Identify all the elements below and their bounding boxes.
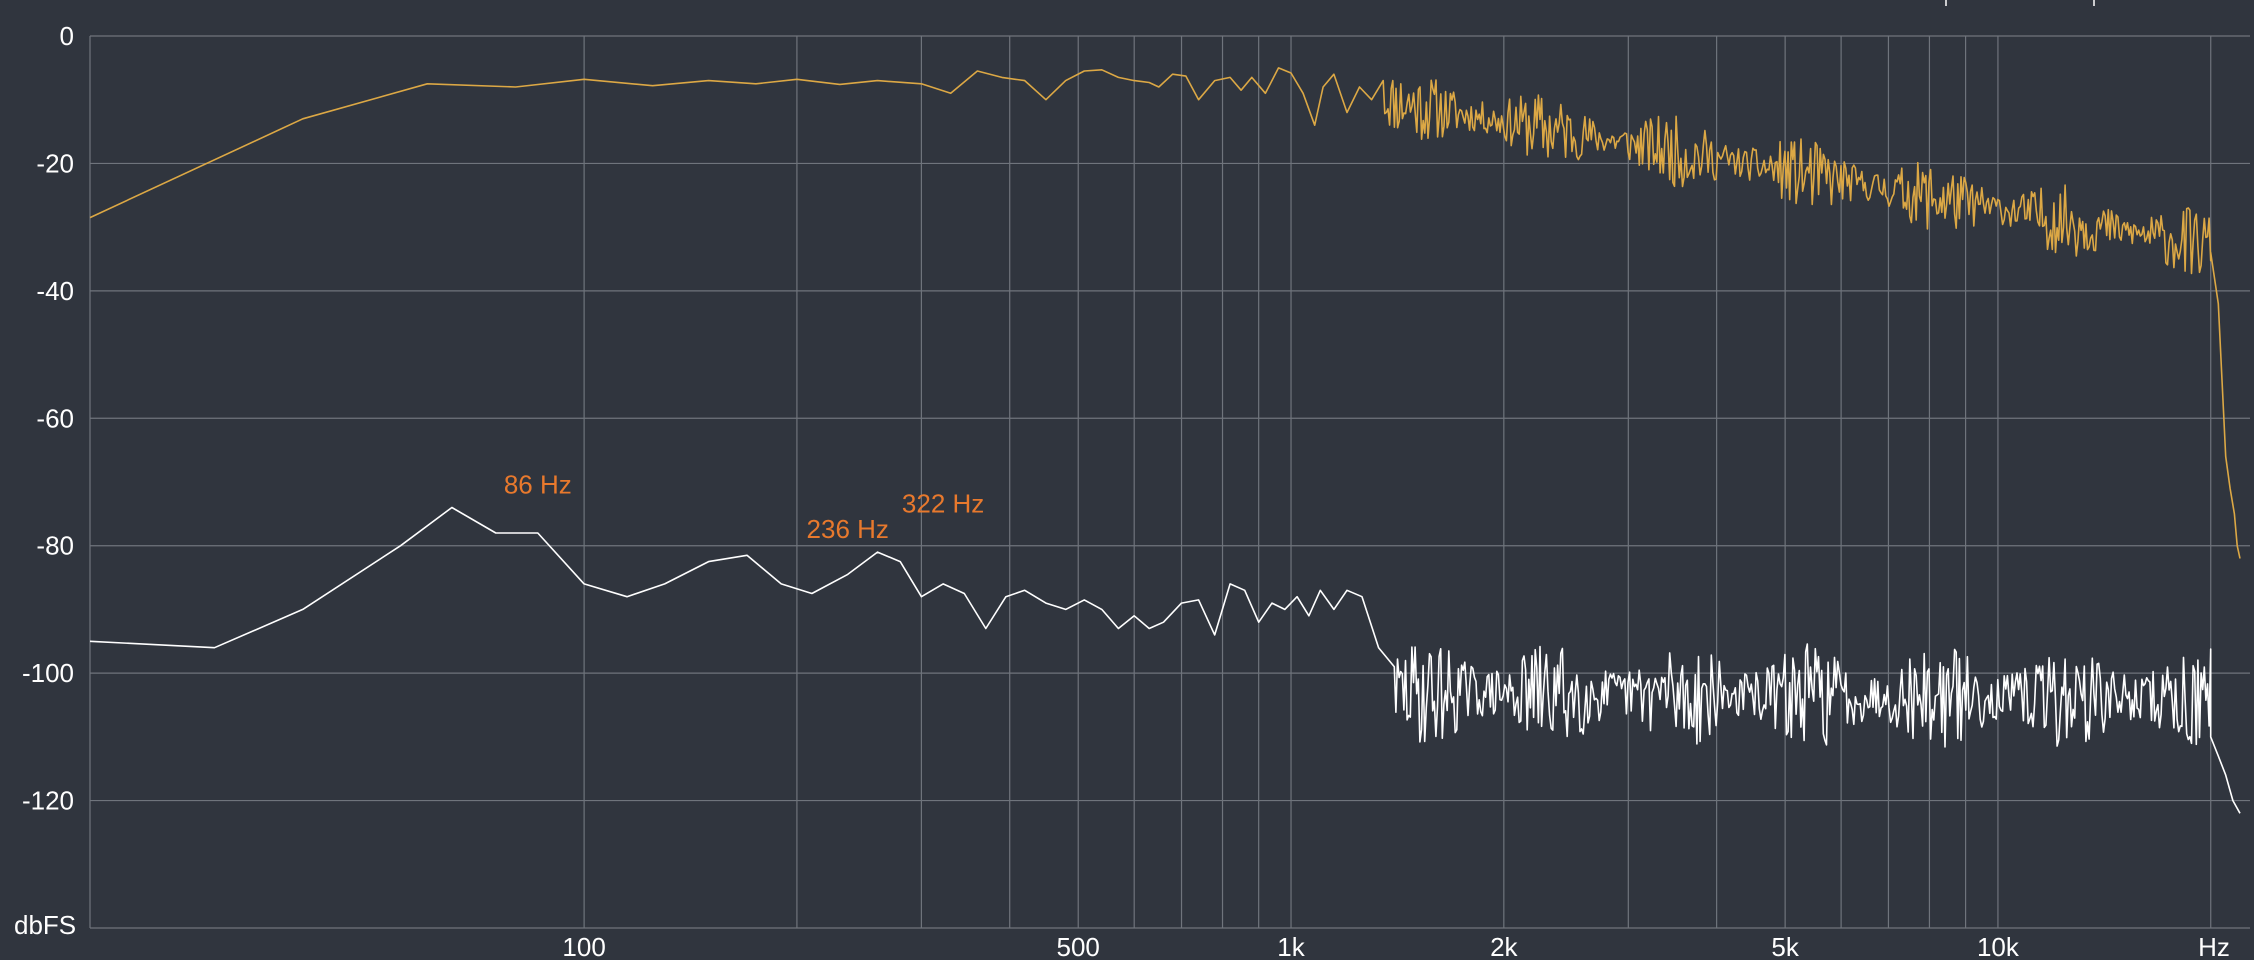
y-tick-label: -20 xyxy=(36,148,74,178)
y-tick-label: -60 xyxy=(36,403,74,433)
series-line-2 xyxy=(89,506,2241,814)
y-tick-label: 0 xyxy=(60,21,74,51)
label-layer: 0 -20 -40 -60 -80 -100 -120 100 500 1k 2k 5k 10k 86 H… xyxy=(22,21,2020,960)
y-tick-label: -100 xyxy=(22,658,74,688)
x-tick-label: 2k xyxy=(1490,932,1518,960)
peak-annotation: 86 Hz xyxy=(504,469,572,499)
y-axis-label: dbFS xyxy=(14,910,76,940)
y-tick-label: -40 xyxy=(36,276,74,306)
x-tick-label: 5k xyxy=(1771,932,1799,960)
peak-annotation: 322 Hz xyxy=(902,489,984,519)
x-tick-label: 1k xyxy=(1277,932,1305,960)
series-layer xyxy=(89,67,2241,814)
x-axis-label: Hz xyxy=(2198,932,2230,960)
peak-annotation: 236 Hz xyxy=(807,514,889,544)
x-tick-label: 100 xyxy=(562,932,605,960)
grid-layer xyxy=(89,0,2250,929)
x-tick-label: 500 xyxy=(1057,932,1100,960)
x-tick-label: 10k xyxy=(1977,932,2020,960)
y-tick-label: -120 xyxy=(22,786,74,816)
series-line-1 xyxy=(89,67,2241,559)
y-tick-label: -80 xyxy=(36,531,74,561)
